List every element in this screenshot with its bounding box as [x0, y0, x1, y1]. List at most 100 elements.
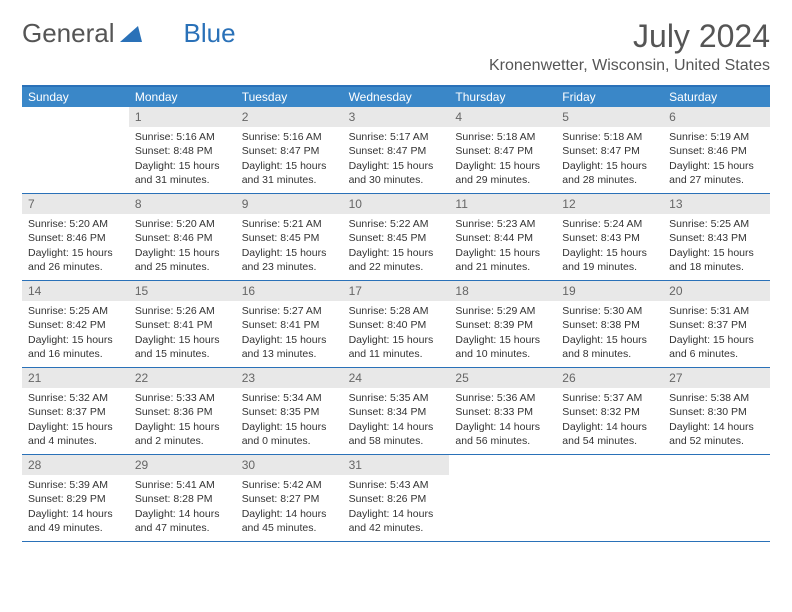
day-cell-29: 29Sunrise: 5:41 AMSunset: 8:28 PMDayligh… [129, 455, 236, 541]
daylight-line: Daylight: 15 hours and 18 minutes. [669, 246, 764, 274]
day-cell-22: 22Sunrise: 5:33 AMSunset: 8:36 PMDayligh… [129, 368, 236, 454]
sunset-line: Sunset: 8:39 PM [455, 318, 550, 332]
sunset-line: Sunset: 8:47 PM [455, 144, 550, 158]
daylight-line: Daylight: 15 hours and 23 minutes. [242, 246, 337, 274]
day-body: Sunrise: 5:19 AMSunset: 8:46 PMDaylight:… [663, 127, 770, 193]
day-cell-23: 23Sunrise: 5:34 AMSunset: 8:35 PMDayligh… [236, 368, 343, 454]
day-cell-3: 3Sunrise: 5:17 AMSunset: 8:47 PMDaylight… [343, 107, 450, 193]
day-body: Sunrise: 5:42 AMSunset: 8:27 PMDaylight:… [236, 475, 343, 541]
daylight-line: Daylight: 15 hours and 0 minutes. [242, 420, 337, 448]
logo: General Blue [22, 18, 236, 49]
day-number: 26 [556, 368, 663, 388]
week-row: 7Sunrise: 5:20 AMSunset: 8:46 PMDaylight… [22, 194, 770, 281]
sunrise-line: Sunrise: 5:41 AM [135, 478, 230, 492]
sunrise-line: Sunrise: 5:30 AM [562, 304, 657, 318]
sunset-line: Sunset: 8:37 PM [28, 405, 123, 419]
day-cell-7: 7Sunrise: 5:20 AMSunset: 8:46 PMDaylight… [22, 194, 129, 280]
day-body: Sunrise: 5:39 AMSunset: 8:29 PMDaylight:… [22, 475, 129, 541]
sunset-line: Sunset: 8:26 PM [349, 492, 444, 506]
sunrise-line: Sunrise: 5:25 AM [669, 217, 764, 231]
day-body: Sunrise: 5:38 AMSunset: 8:30 PMDaylight:… [663, 388, 770, 454]
sunrise-line: Sunrise: 5:20 AM [135, 217, 230, 231]
day-number: 4 [449, 107, 556, 127]
day-number: 31 [343, 455, 450, 475]
daylight-line: Daylight: 15 hours and 31 minutes. [242, 159, 337, 187]
sunrise-line: Sunrise: 5:24 AM [562, 217, 657, 231]
sunrise-line: Sunrise: 5:29 AM [455, 304, 550, 318]
day-header-monday: Monday [129, 87, 236, 107]
daylight-line: Daylight: 15 hours and 31 minutes. [135, 159, 230, 187]
sunset-line: Sunset: 8:36 PM [135, 405, 230, 419]
day-body: Sunrise: 5:28 AMSunset: 8:40 PMDaylight:… [343, 301, 450, 367]
day-cell-6: 6Sunrise: 5:19 AMSunset: 8:46 PMDaylight… [663, 107, 770, 193]
sunset-line: Sunset: 8:33 PM [455, 405, 550, 419]
week-row: .1Sunrise: 5:16 AMSunset: 8:48 PMDayligh… [22, 107, 770, 194]
sunrise-line: Sunrise: 5:20 AM [28, 217, 123, 231]
daylight-line: Daylight: 15 hours and 27 minutes. [669, 159, 764, 187]
day-number: 25 [449, 368, 556, 388]
daylight-line: Daylight: 15 hours and 26 minutes. [28, 246, 123, 274]
daylight-line: Daylight: 15 hours and 13 minutes. [242, 333, 337, 361]
day-cell-8: 8Sunrise: 5:20 AMSunset: 8:46 PMDaylight… [129, 194, 236, 280]
day-cell-26: 26Sunrise: 5:37 AMSunset: 8:32 PMDayligh… [556, 368, 663, 454]
day-body: Sunrise: 5:27 AMSunset: 8:41 PMDaylight:… [236, 301, 343, 367]
empty-cell: . [22, 107, 129, 193]
day-cell-10: 10Sunrise: 5:22 AMSunset: 8:45 PMDayligh… [343, 194, 450, 280]
logo-text-general: General [22, 18, 115, 49]
day-body: Sunrise: 5:35 AMSunset: 8:34 PMDaylight:… [343, 388, 450, 454]
day-body: Sunrise: 5:16 AMSunset: 8:48 PMDaylight:… [129, 127, 236, 193]
daylight-line: Daylight: 15 hours and 4 minutes. [28, 420, 123, 448]
day-body: Sunrise: 5:41 AMSunset: 8:28 PMDaylight:… [129, 475, 236, 541]
daylight-line: Daylight: 14 hours and 54 minutes. [562, 420, 657, 448]
day-number: 17 [343, 281, 450, 301]
daylight-line: Daylight: 15 hours and 2 minutes. [135, 420, 230, 448]
sunset-line: Sunset: 8:45 PM [349, 231, 444, 245]
sunset-line: Sunset: 8:41 PM [242, 318, 337, 332]
daylight-line: Daylight: 15 hours and 8 minutes. [562, 333, 657, 361]
daylight-line: Daylight: 15 hours and 11 minutes. [349, 333, 444, 361]
day-body: Sunrise: 5:16 AMSunset: 8:47 PMDaylight:… [236, 127, 343, 193]
sunrise-line: Sunrise: 5:28 AM [349, 304, 444, 318]
day-number: 10 [343, 194, 450, 214]
day-cell-24: 24Sunrise: 5:35 AMSunset: 8:34 PMDayligh… [343, 368, 450, 454]
sunset-line: Sunset: 8:43 PM [562, 231, 657, 245]
daylight-line: Daylight: 14 hours and 49 minutes. [28, 507, 123, 535]
day-number: 14 [22, 281, 129, 301]
sunrise-line: Sunrise: 5:27 AM [242, 304, 337, 318]
day-body: Sunrise: 5:23 AMSunset: 8:44 PMDaylight:… [449, 214, 556, 280]
daylight-line: Daylight: 15 hours and 22 minutes. [349, 246, 444, 274]
day-number: 11 [449, 194, 556, 214]
sunrise-line: Sunrise: 5:23 AM [455, 217, 550, 231]
day-header-row: SundayMondayTuesdayWednesdayThursdayFrid… [22, 87, 770, 107]
sunrise-line: Sunrise: 5:18 AM [455, 130, 550, 144]
day-body: Sunrise: 5:25 AMSunset: 8:42 PMDaylight:… [22, 301, 129, 367]
day-body: Sunrise: 5:22 AMSunset: 8:45 PMDaylight:… [343, 214, 450, 280]
day-cell-25: 25Sunrise: 5:36 AMSunset: 8:33 PMDayligh… [449, 368, 556, 454]
sunset-line: Sunset: 8:47 PM [242, 144, 337, 158]
sunrise-line: Sunrise: 5:16 AM [242, 130, 337, 144]
title-block: July 2024 Kronenwetter, Wisconsin, Unite… [489, 18, 770, 75]
day-cell-19: 19Sunrise: 5:30 AMSunset: 8:38 PMDayligh… [556, 281, 663, 367]
empty-cell: . [449, 455, 556, 541]
day-cell-28: 28Sunrise: 5:39 AMSunset: 8:29 PMDayligh… [22, 455, 129, 541]
sunrise-line: Sunrise: 5:16 AM [135, 130, 230, 144]
sunset-line: Sunset: 8:28 PM [135, 492, 230, 506]
week-row: 21Sunrise: 5:32 AMSunset: 8:37 PMDayligh… [22, 368, 770, 455]
day-cell-14: 14Sunrise: 5:25 AMSunset: 8:42 PMDayligh… [22, 281, 129, 367]
day-number: 8 [129, 194, 236, 214]
sunrise-line: Sunrise: 5:33 AM [135, 391, 230, 405]
sunrise-line: Sunrise: 5:17 AM [349, 130, 444, 144]
sunrise-line: Sunrise: 5:34 AM [242, 391, 337, 405]
day-number: 12 [556, 194, 663, 214]
day-cell-11: 11Sunrise: 5:23 AMSunset: 8:44 PMDayligh… [449, 194, 556, 280]
day-body: Sunrise: 5:37 AMSunset: 8:32 PMDaylight:… [556, 388, 663, 454]
sunset-line: Sunset: 8:32 PM [562, 405, 657, 419]
sunrise-line: Sunrise: 5:43 AM [349, 478, 444, 492]
day-body: Sunrise: 5:31 AMSunset: 8:37 PMDaylight:… [663, 301, 770, 367]
sunset-line: Sunset: 8:41 PM [135, 318, 230, 332]
daylight-line: Daylight: 14 hours and 47 minutes. [135, 507, 230, 535]
day-cell-30: 30Sunrise: 5:42 AMSunset: 8:27 PMDayligh… [236, 455, 343, 541]
day-number: 16 [236, 281, 343, 301]
month-title: July 2024 [489, 18, 770, 55]
day-number: 7 [22, 194, 129, 214]
